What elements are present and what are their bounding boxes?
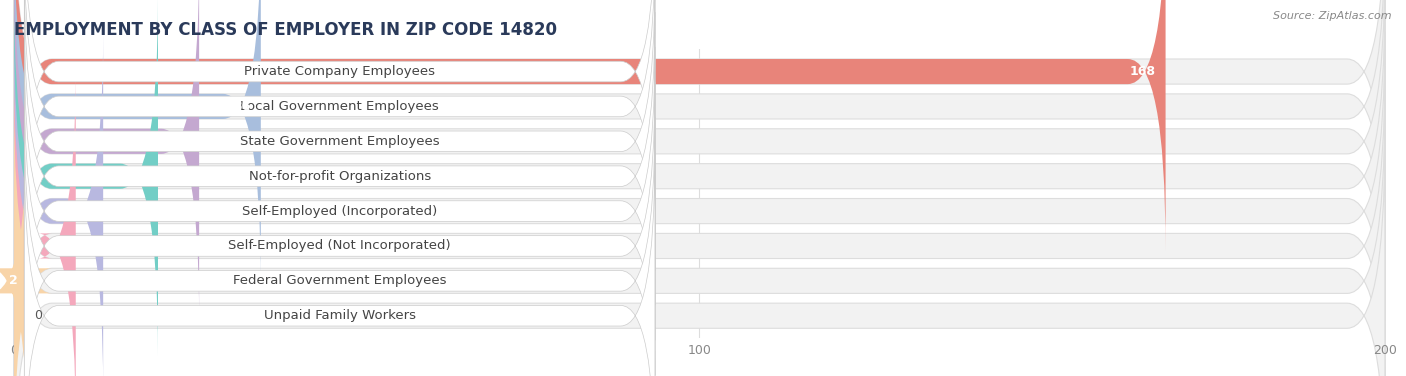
FancyBboxPatch shape	[14, 0, 1166, 251]
FancyBboxPatch shape	[14, 0, 157, 355]
Text: EMPLOYMENT BY CLASS OF EMPLOYER IN ZIP CODE 14820: EMPLOYMENT BY CLASS OF EMPLOYER IN ZIP C…	[14, 21, 557, 39]
FancyBboxPatch shape	[14, 32, 103, 376]
Text: Federal Government Employees: Federal Government Employees	[233, 274, 446, 287]
Text: State Government Employees: State Government Employees	[240, 135, 440, 148]
Text: 36: 36	[233, 100, 250, 113]
FancyBboxPatch shape	[24, 47, 655, 375]
Text: 2: 2	[8, 274, 17, 287]
FancyBboxPatch shape	[14, 0, 1385, 286]
FancyBboxPatch shape	[24, 0, 655, 271]
Text: 9: 9	[56, 240, 66, 252]
Text: Self-Employed (Not Incorporated): Self-Employed (Not Incorporated)	[228, 240, 451, 252]
FancyBboxPatch shape	[14, 67, 1385, 376]
FancyBboxPatch shape	[24, 0, 655, 305]
FancyBboxPatch shape	[14, 0, 200, 321]
FancyBboxPatch shape	[14, 67, 76, 376]
FancyBboxPatch shape	[24, 12, 655, 340]
Text: Not-for-profit Organizations: Not-for-profit Organizations	[249, 170, 430, 183]
Text: 0: 0	[35, 309, 42, 322]
FancyBboxPatch shape	[24, 0, 655, 236]
Text: Private Company Employees: Private Company Employees	[245, 65, 434, 78]
FancyBboxPatch shape	[0, 102, 52, 376]
FancyBboxPatch shape	[14, 0, 1385, 321]
FancyBboxPatch shape	[14, 0, 1385, 251]
Text: 13: 13	[76, 205, 93, 218]
Text: Local Government Employees: Local Government Employees	[240, 100, 439, 113]
FancyBboxPatch shape	[24, 82, 655, 376]
FancyBboxPatch shape	[14, 136, 1385, 376]
Text: 27: 27	[172, 135, 188, 148]
Text: Source: ZipAtlas.com: Source: ZipAtlas.com	[1274, 11, 1392, 21]
FancyBboxPatch shape	[24, 117, 655, 376]
Text: Unpaid Family Workers: Unpaid Family Workers	[264, 309, 416, 322]
Text: 21: 21	[131, 170, 148, 183]
Text: 168: 168	[1129, 65, 1156, 78]
FancyBboxPatch shape	[14, 0, 1385, 355]
FancyBboxPatch shape	[24, 152, 655, 376]
FancyBboxPatch shape	[14, 102, 1385, 376]
Text: Self-Employed (Incorporated): Self-Employed (Incorporated)	[242, 205, 437, 218]
FancyBboxPatch shape	[14, 0, 262, 286]
FancyBboxPatch shape	[14, 32, 1385, 376]
